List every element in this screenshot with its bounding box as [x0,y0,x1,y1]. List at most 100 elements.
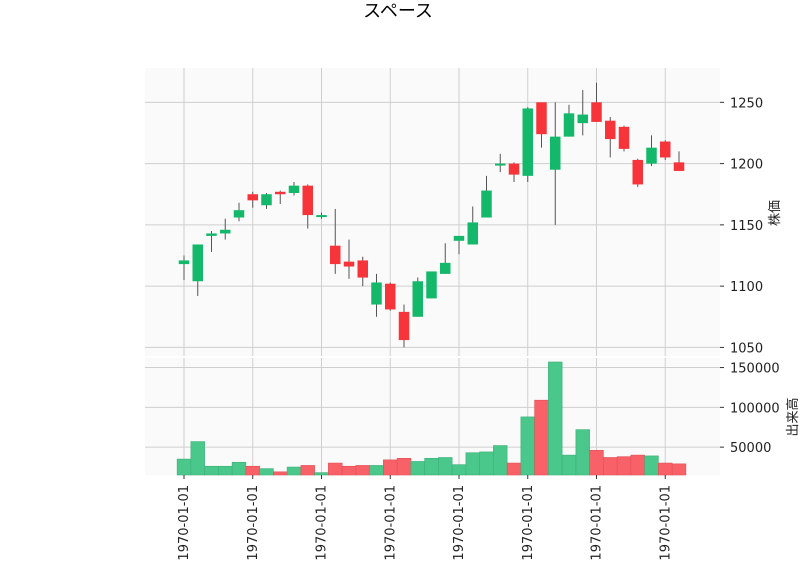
x-tick-label: 1970-01-01 [246,485,261,561]
candle-down [330,245,341,265]
x-tick-label: 1970-01-01 [658,485,673,561]
candle-down [632,159,643,185]
candle-up [467,222,478,245]
volume-bar [589,450,604,476]
chart-title: スペース [363,1,433,22]
candle-down [673,162,685,171]
volume-panel-background [145,358,720,475]
volume-tick-label: 100000 [730,401,780,416]
candle-up [453,235,465,241]
candle-up [481,190,492,218]
volume-bar [231,461,247,476]
volume-bar [479,451,494,476]
volume-bar [438,457,453,476]
volume-bar [204,465,219,476]
volume-bar [245,465,260,476]
candle-down [591,102,602,122]
volume-tick-label: 50000 [730,441,771,456]
volume-bar [328,462,343,476]
candle-down [660,141,671,158]
candle-up [192,244,203,282]
volume-bar [493,445,508,476]
candle-down [385,283,396,310]
x-tick-label: 1970-01-01 [521,485,536,561]
volume-bar [176,458,192,476]
candle-down [536,102,547,135]
volume-bar [424,457,439,476]
volume-tick-label: 150000 [730,362,780,377]
x-axis-ticks: 1970-01-01 1970-01-01 1970-01-01 1970-01-01… [177,475,673,561]
price-tick-label: 1250 [730,96,763,111]
price-tick-label: 1150 [730,219,763,234]
volume-bar [548,361,563,476]
candle-up [371,282,382,305]
x-tick-label: 1970-01-01 [315,485,330,561]
volume-bar [369,465,384,476]
candle-down [247,194,258,201]
volume-bar [341,465,357,476]
volume-bar [616,456,632,476]
price-panel-background [145,68,720,356]
price-axis-label: 株価 [768,200,783,226]
volume-bar [465,452,480,476]
volume-bar [410,461,425,476]
candle-down [343,261,355,267]
volume-bar [658,462,673,476]
x-tick-label: 1970-01-01 [452,485,467,561]
candle-up [522,108,533,176]
candle-up [550,136,561,170]
volume-bar [300,465,315,476]
x-tick-label: 1970-01-01 [590,485,605,561]
volume-bar [575,429,590,476]
volume-bar [520,416,535,476]
candle-down [302,185,313,216]
volume-bar [259,468,274,476]
x-tick-label: 1970-01-01 [383,485,398,561]
candle-up [426,271,437,299]
candle-down [357,260,368,278]
candle-up [261,194,272,206]
volume-bars [176,361,687,476]
volume-bar [314,472,329,476]
volume-bar [383,459,398,476]
volume-bar [286,466,302,476]
candle-down [275,191,286,195]
candle-up [412,281,423,317]
volume-bar [273,471,288,476]
candle-down [618,126,630,149]
candle-up [233,210,245,218]
volume-bar [630,454,645,476]
volume-bar [671,463,687,476]
candle-up [495,163,506,166]
candle-bodies [178,102,685,341]
candle-down [605,120,616,140]
candle-down [508,163,520,175]
volume-bar [396,457,412,476]
volume-bar [506,462,522,476]
candle-down [398,311,410,341]
candle-up [206,233,217,236]
candle-up [440,262,451,274]
volume-axis-label: 出来高 [785,397,800,436]
candle-up [563,113,575,137]
volume-bar [218,465,233,476]
volume-bar [534,399,549,476]
candle-up [220,229,231,234]
candle-up [577,114,588,124]
volume-bar [561,454,577,476]
volume-bar [355,465,370,476]
volume-bar [644,455,659,476]
volume-axis-ticks: 50000 100000 150000 [720,362,780,456]
candle-up [178,260,190,265]
volume-bar [190,441,205,476]
price-tick-label: 1050 [730,341,763,356]
price-axis-ticks: 1050 1100 1150 1200 1250 [720,96,763,356]
candle-up [316,215,327,218]
price-tick-label: 1100 [730,280,763,295]
volume-bar [603,457,618,476]
candle-up [288,185,300,194]
volume-bar [451,464,467,476]
price-tick-label: 1200 [730,158,763,173]
candle-up [646,147,657,164]
